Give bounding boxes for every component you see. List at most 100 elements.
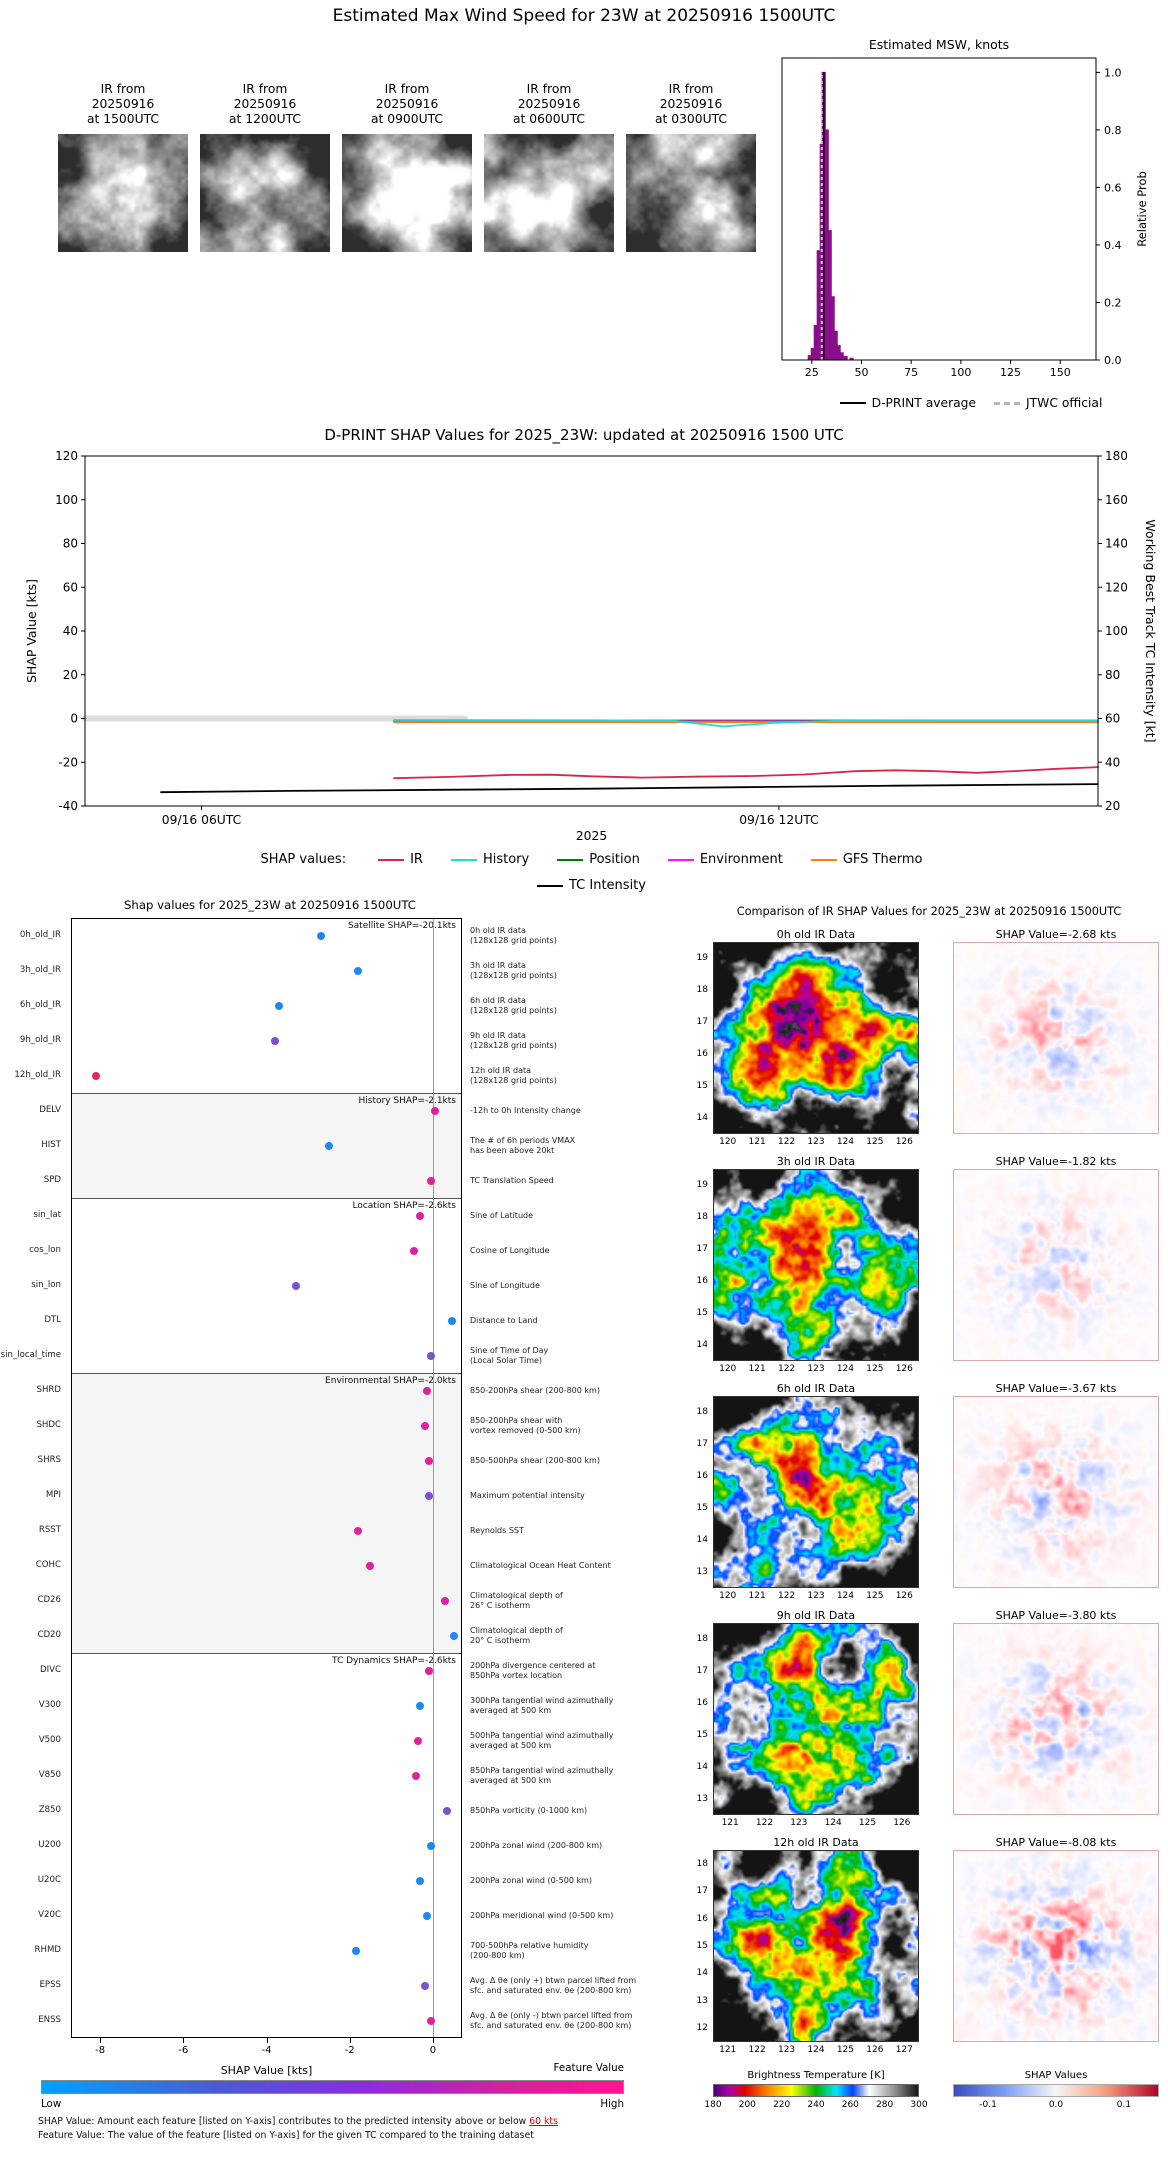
shap-dot <box>414 1736 423 1745</box>
longitude-tick-label: 126 <box>866 2045 884 2055</box>
y-tick-label: 120 <box>55 449 78 463</box>
legend-item: Position <box>557 852 640 867</box>
footnote-text: SHAP Value: Amount each feature [listed … <box>38 2116 530 2127</box>
dotplot-title: Shap values for 2025_23W at 20250916 150… <box>124 898 416 912</box>
latitude-tick-label: 18 <box>696 985 708 995</box>
shap-value-title: SHAP Value=-2.68 kts <box>995 928 1117 941</box>
shap-value-title: SHAP Value=-3.67 kts <box>995 1382 1117 1395</box>
latitude-tick-label: 16 <box>696 1913 708 1924</box>
feature-label: DELV <box>39 1105 61 1115</box>
y-tick-label: 80 <box>63 537 78 551</box>
brightness-temperature-label: Brightness Temperature [K] <box>747 2070 885 2081</box>
longitude-tick-label: 125 <box>858 1818 877 1828</box>
ir-data-map <box>713 1850 919 2042</box>
feature-label: sin_local_time <box>0 1350 61 1360</box>
feature-label: SPD <box>43 1175 61 1185</box>
feature-label: HIST <box>41 1140 61 1150</box>
feature-description: 0h old IR data (128x128 grid points) <box>470 925 557 945</box>
feature-description: Sine of Longitude <box>470 1280 540 1290</box>
histogram-frame <box>781 57 1097 361</box>
y-tick-right-label: 20 <box>1105 799 1120 813</box>
latitude-ticks: 19 18 17 16 15 14 <box>690 1169 711 1361</box>
shap-dot <box>441 1596 450 1605</box>
shap-dot <box>410 1246 419 1255</box>
x-tick <box>349 2038 351 2043</box>
y-tick-label: 0.8 <box>1104 124 1122 137</box>
y-tick-label: 0.2 <box>1104 296 1122 309</box>
ir-comparison-row: 3h old IR Data SHAP Value=-1.82 kts 19 18… <box>690 1155 1168 1382</box>
longitude-tick-label: 122 <box>777 1137 796 1147</box>
latitude-tick-label: 19 <box>696 953 708 963</box>
latitude-tick-label: 17 <box>696 1017 708 1027</box>
feature-description: Reynolds SST <box>470 1525 524 1535</box>
figure-title: Estimated Max Wind Speed for 23W at 2025… <box>332 6 836 26</box>
legend-label: D-PRINT average <box>871 396 977 410</box>
feature-label: COHC <box>35 1560 61 1570</box>
section-header: Environmental SHAP=-2.0kts <box>325 1376 456 1386</box>
ir-thumbnail: IR from 20250916 at 0600UTC <box>484 82 614 252</box>
longitude-tick-label: 122 <box>748 2045 766 2055</box>
legend-line-swatch <box>667 858 694 861</box>
legend-item: JTWC official <box>994 396 1102 410</box>
ir-data-map <box>713 1169 919 1361</box>
feature-description: Maximum potential intensity <box>470 1490 585 1500</box>
legend-title: SHAP values: <box>260 852 347 867</box>
shap-dot <box>443 1806 452 1815</box>
latitude-tick-label: 17 <box>696 1666 708 1676</box>
latitude-tick-label: 14 <box>696 1968 708 1979</box>
shap-value-title: SHAP Value=-8.08 kts <box>995 1836 1117 1849</box>
shap-dot <box>422 1386 431 1395</box>
feature-description: 3h old IR data (128x128 grid points) <box>470 960 557 980</box>
ir-data-title: 3h old IR Data <box>776 1155 856 1168</box>
y-tick-label: 0 <box>70 712 78 726</box>
x-tick-label: -6 <box>178 2045 189 2056</box>
x-tick-label: 100 <box>950 366 971 379</box>
shap-dot <box>351 1946 360 1955</box>
feature-description: 850-200hPa shear with vortex removed (0-… <box>470 1415 581 1435</box>
longitude-tick-label: 121 <box>748 1137 766 1147</box>
feature-label: RHMD <box>34 1945 61 1955</box>
ir-satellite-image <box>58 134 188 252</box>
longitude-tick-label: 126 <box>895 1364 913 1374</box>
bt-tick-label: 260 <box>841 2100 859 2110</box>
section-header: Location SHAP=-2.6kts <box>352 1201 456 1211</box>
shap-values-colorbar-label: SHAP Values <box>1024 2070 1088 2081</box>
bt-tick-label: 180 <box>704 2100 722 2110</box>
longitude-tick-label: 127 <box>895 2045 913 2055</box>
section-divider <box>71 1653 462 1654</box>
shap-dot <box>424 1456 433 1465</box>
longitude-tick-label: 126 <box>895 1591 913 1601</box>
feature-description: Climatological depth of 20° C isotherm <box>470 1625 563 1645</box>
jtwc-official-line-swatch <box>994 401 1021 405</box>
shap-dot <box>422 1911 431 1920</box>
bt-tick-label: 280 <box>876 2100 894 2110</box>
feature-value-colorbar <box>41 2080 624 2094</box>
longitude-tick-label: 126 <box>893 1818 911 1828</box>
feature-description: Avg. Δ θe (only +) btwn parcel lifted fr… <box>470 1975 637 1995</box>
feature-description: 200hPa zonal wind (0-500 km) <box>470 1875 592 1885</box>
x-tick-label: 09/16 12UTC <box>739 813 818 827</box>
shap-dot <box>420 1981 429 1990</box>
ir-comparison-row: 12h old IR Data SHAP Value=-8.08 kts 18 1… <box>690 1836 1168 2063</box>
ir-data-title: 9h old IR Data <box>776 1609 856 1622</box>
feature-description: 850-500hPa shear (200-800 km) <box>470 1455 600 1465</box>
brightness-temperature-colorbar <box>713 2084 919 2097</box>
ir-comparison-title: Comparison of IR SHAP Values for 2025_23… <box>736 905 1122 918</box>
shap-value-title: SHAP Value=-1.82 kts <box>995 1155 1117 1168</box>
longitude-tick-label: 121 <box>748 1364 766 1374</box>
longitude-tick-label: 123 <box>807 1137 825 1147</box>
histogram-bar <box>839 352 844 361</box>
footnote-highlight: 60 kts <box>529 2116 558 2127</box>
shap-dot <box>430 1106 439 1115</box>
legend-item: Environment <box>667 852 783 867</box>
dprint-average-line-swatch <box>839 402 866 404</box>
shap-dot <box>424 1491 433 1500</box>
shap-dot <box>354 966 362 975</box>
y-tick-right-label: 160 <box>1105 493 1128 507</box>
y-tick-right-label: 60 <box>1105 712 1120 726</box>
ir-thumbnail: IR from 20250916 at 1500UTC <box>58 82 188 252</box>
shap-dot <box>270 1036 279 1045</box>
longitude-tick-label: 124 <box>807 2045 825 2055</box>
ir-comparison-row: 0h old IR Data SHAP Value=-2.68 kts 19 18… <box>690 928 1168 1155</box>
